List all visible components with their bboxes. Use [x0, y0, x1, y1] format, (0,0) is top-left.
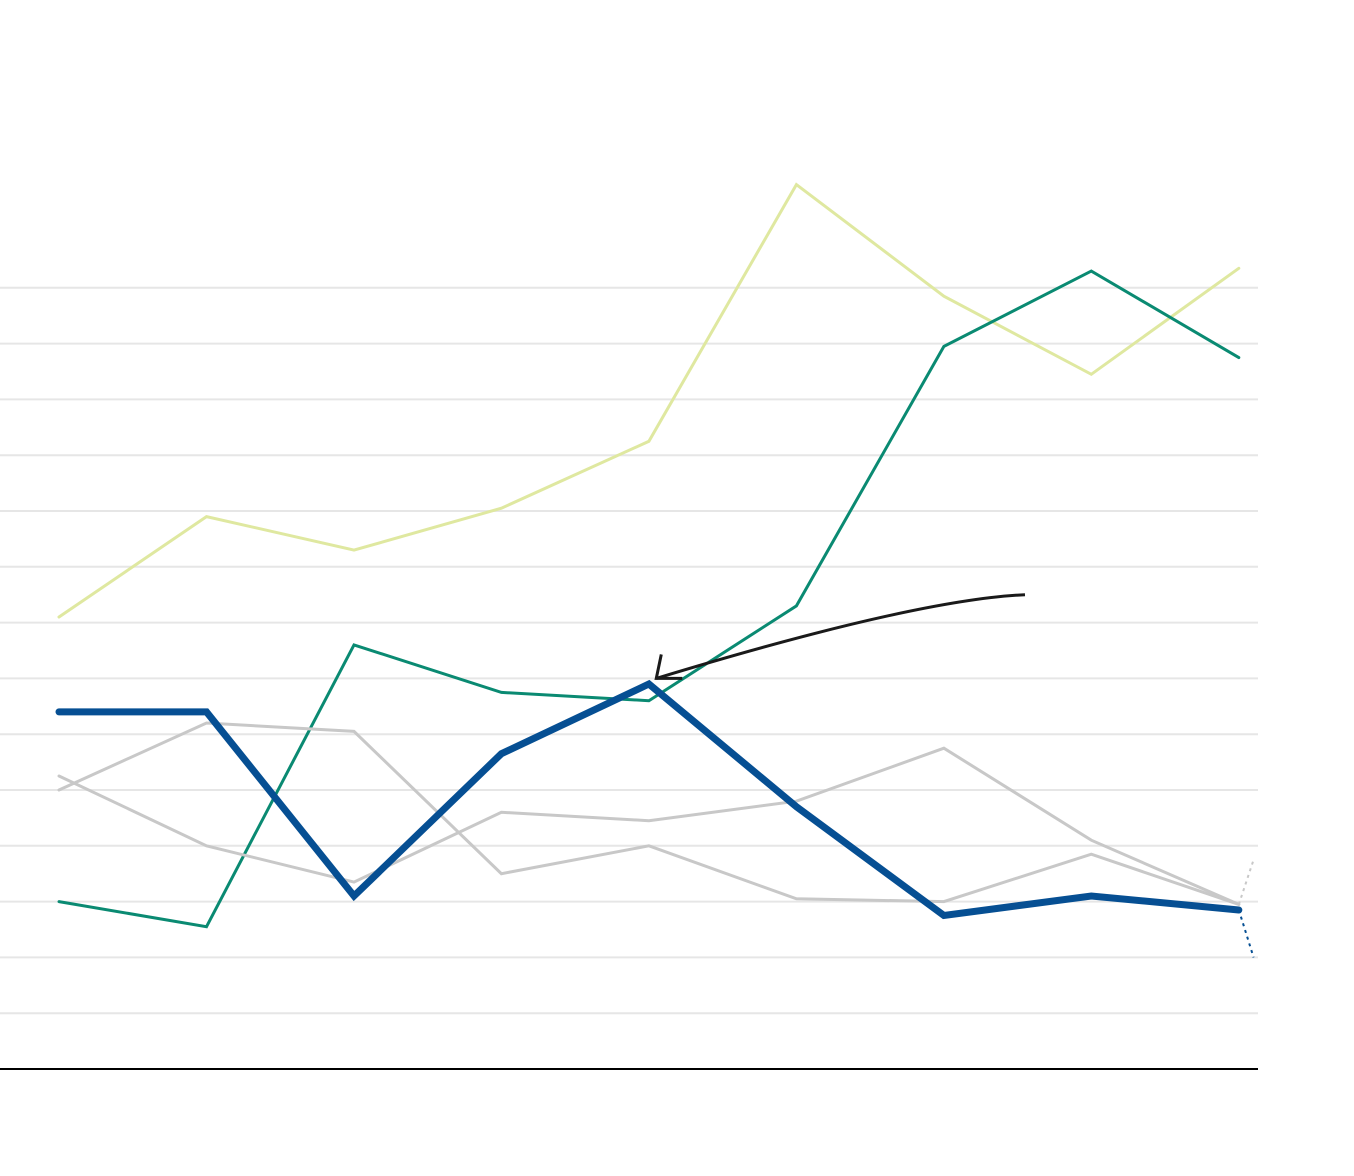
projection-line-1 — [1237, 859, 1255, 905]
series-line-4 — [57, 721, 1241, 906]
series-line-1 — [57, 182, 1241, 619]
annotation-arrow-shaft — [655, 593, 1026, 680]
series-line-5 — [55, 679, 1243, 920]
series-line-3 — [57, 746, 1241, 906]
gridlines — [0, 286, 1258, 1015]
series-lines — [55, 182, 1243, 929]
annotation-arrow-head — [654, 654, 683, 680]
projection-line-2 — [1237, 909, 1255, 958]
projection-lines — [1237, 859, 1255, 958]
series-line-2 — [57, 269, 1241, 929]
annotation-arrow — [654, 593, 1026, 680]
